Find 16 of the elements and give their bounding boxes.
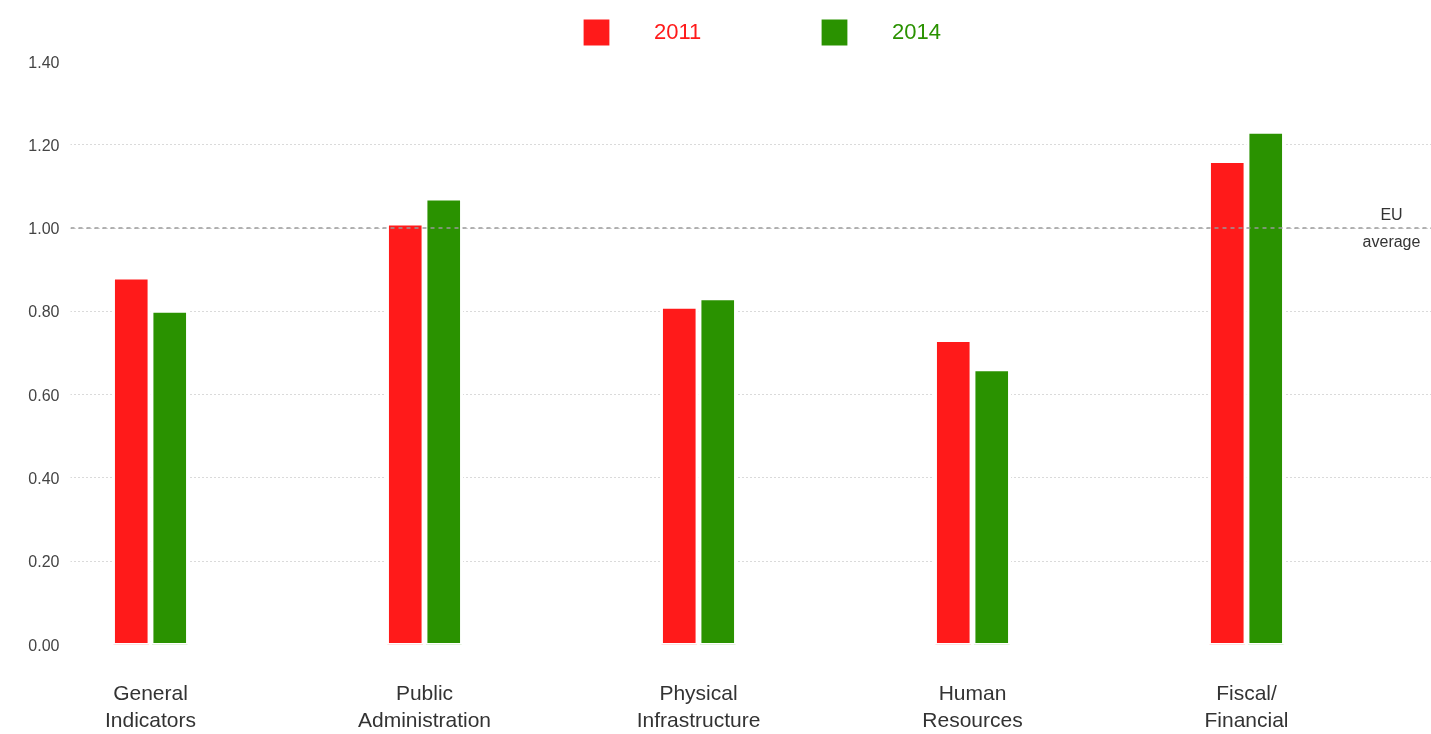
x-tick-label: General Indicators — [104, 680, 197, 732]
y-tick-label: 0.00 — [28, 636, 60, 654]
x-tick-label: Human Resources — [922, 680, 1023, 732]
x-tick-label: Public Administration — [357, 680, 492, 732]
ref-line-label: EU average — [1362, 205, 1421, 251]
y-tick-label: 0.80 — [28, 303, 60, 321]
y-tick-label: 0.60 — [28, 386, 60, 404]
y-tick-label: 0.20 — [28, 553, 60, 571]
y-tick-label: 1.00 — [28, 220, 60, 238]
y-tick-label: 0.40 — [28, 469, 60, 487]
legend-label: 2014 — [892, 19, 941, 45]
legend-label: 2011 — [654, 19, 702, 45]
x-tick-label: Physical Infrastructure — [636, 680, 761, 732]
y-tick-label: 1.20 — [28, 136, 60, 154]
y-tick-label: 1.40 — [28, 53, 60, 71]
x-tick-label: Fiscal/Financial — [1204, 680, 1289, 732]
